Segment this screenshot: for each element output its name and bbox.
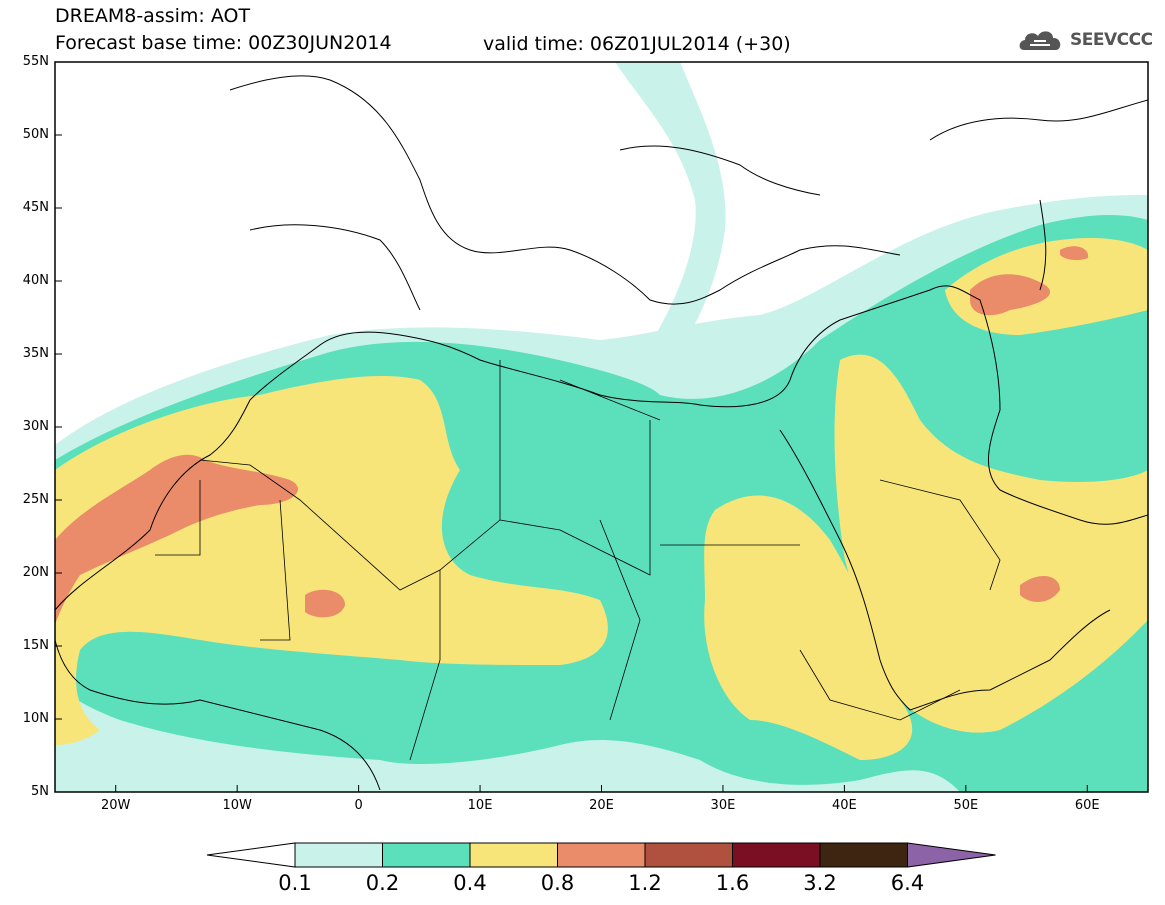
colorbar-segment bbox=[294, 842, 383, 868]
lon-label: 0 bbox=[354, 798, 363, 813]
lat-label: 35N bbox=[22, 346, 49, 361]
aot-contour-0.8-caspian bbox=[970, 274, 1051, 316]
aot-contour-0.8-east bbox=[1060, 246, 1089, 261]
colorbar-label: 0.4 bbox=[453, 871, 487, 895]
colorbar-segment bbox=[382, 842, 471, 868]
axis-ticks bbox=[55, 61, 1088, 793]
lon-label: 20W bbox=[101, 798, 131, 813]
lat-label: 30N bbox=[22, 419, 49, 434]
colorbar-label: 0.2 bbox=[365, 871, 400, 895]
colorbar-upper-extend bbox=[907, 842, 996, 868]
lat-label: 25N bbox=[22, 492, 49, 507]
aot-plume-north bbox=[615, 62, 726, 380]
lat-label: 40N bbox=[22, 273, 49, 288]
lon-label: 30E bbox=[710, 798, 736, 813]
colorbar-label: 0.8 bbox=[540, 871, 575, 895]
colorbar-lower-extend bbox=[206, 842, 296, 868]
colorbar-segment bbox=[732, 842, 821, 868]
forecast-base-time: Forecast base time: 00Z30JUN2014 bbox=[55, 32, 392, 54]
aot-contour-0.8-arabia bbox=[1020, 575, 1060, 602]
colorbar-segment bbox=[644, 842, 733, 868]
lon-label: 40E bbox=[831, 798, 857, 813]
lat-label: 55N bbox=[22, 54, 49, 69]
cloud-icon bbox=[1019, 31, 1061, 50]
aot-contour-0.8-sahara bbox=[305, 589, 345, 618]
lat-label: 15N bbox=[22, 638, 49, 653]
colorbar-label: 0.1 bbox=[278, 871, 312, 895]
coastlines bbox=[55, 75, 1148, 791]
colorbar-segment bbox=[819, 842, 908, 868]
logo-text: SEEVCCC bbox=[1070, 30, 1153, 50]
lat-label: 50N bbox=[22, 127, 49, 142]
aot-contour-0.8 bbox=[55, 454, 299, 625]
lat-label: 20N bbox=[22, 565, 49, 580]
aot-field bbox=[55, 62, 1148, 792]
aot-contour-0.4-arabia bbox=[834, 354, 1148, 733]
lon-label: 50E bbox=[953, 798, 979, 813]
lon-label: 10W bbox=[222, 798, 252, 813]
lon-label: 20E bbox=[589, 798, 614, 813]
colorbar bbox=[206, 842, 996, 868]
lon-label: 60E bbox=[1074, 798, 1100, 813]
colorbar-segment bbox=[557, 842, 646, 868]
valid-time: valid time: 06Z01JUL2014 (+30) bbox=[483, 33, 791, 55]
lat-label: 45N bbox=[22, 200, 49, 215]
map-title: DREAM8-assim: AOT bbox=[55, 5, 251, 27]
lon-label: 10E bbox=[467, 798, 493, 813]
aot-contour-0.4-east bbox=[704, 495, 913, 760]
colorbar-label: 6.4 bbox=[890, 871, 925, 895]
colorbar-label: 3.2 bbox=[803, 871, 837, 895]
lat-label: 5N bbox=[31, 784, 49, 799]
colorbar-segment bbox=[469, 842, 558, 868]
lat-label: 10N bbox=[22, 711, 49, 726]
colorbar-label: 1.6 bbox=[715, 871, 750, 895]
borders bbox=[155, 360, 1001, 761]
colorbar-label: 1.2 bbox=[628, 871, 662, 895]
seevccc-logo: SEEVCCC bbox=[1016, 20, 1153, 60]
